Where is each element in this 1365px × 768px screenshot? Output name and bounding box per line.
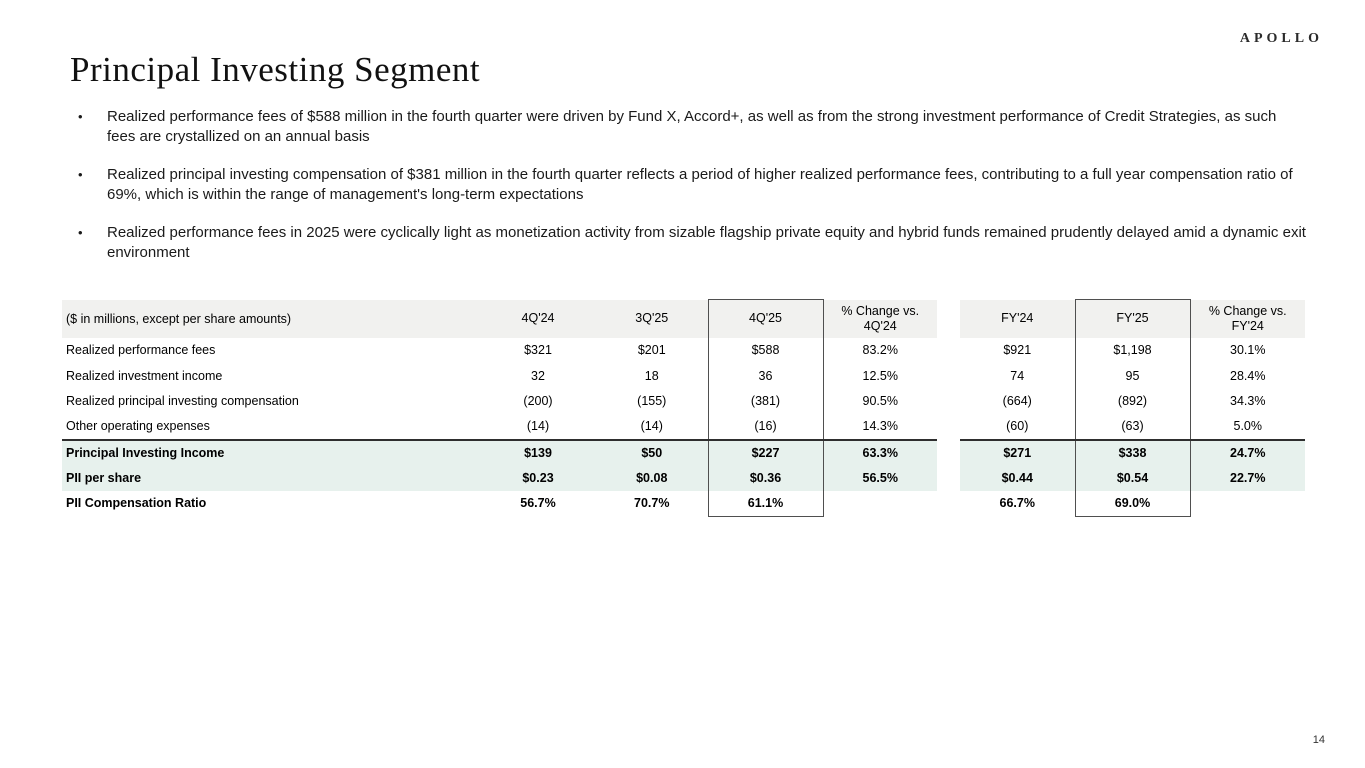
column-header: FY'24: [960, 299, 1075, 338]
table-cell: 74: [1010, 368, 1025, 383]
table-cell: (155): [637, 394, 667, 409]
table-row: Realized principal investing compensatio…: [62, 388, 1305, 414]
bullet-text: Realized performance fees of $588 millio…: [107, 108, 1277, 145]
table-cell: $0.36: [707, 465, 824, 491]
column-gap: [937, 299, 960, 338]
table-cell: (63): [1074, 414, 1191, 440]
bullet-icon: •: [78, 225, 83, 240]
financial-table: ($ in millions, except per share amounts…: [62, 299, 1305, 517]
table-cell: [823, 491, 937, 517]
table-cell: $0.44: [960, 465, 1075, 491]
column-gap: [937, 388, 960, 414]
table-cell: $0.08: [596, 465, 708, 491]
table-row: Realized investment income 32 18 36 12.5% 74 9…: [62, 363, 1305, 389]
apollo-logo: APOLLO: [1239, 31, 1323, 46]
table-cell: 5.0%: [1233, 419, 1263, 434]
table-cell: 56.5%: [823, 465, 937, 491]
table-cell: $588: [707, 337, 824, 363]
table-body: Realized performance fees $321 $201 $588 83.…: [62, 337, 1305, 517]
table-cell: $921: [1003, 343, 1032, 358]
table-cell: (892): [1074, 388, 1191, 414]
table-cell: 12.5%: [862, 368, 898, 383]
table-cell: 18: [644, 368, 659, 383]
row-label: PII Compensation Ratio: [66, 496, 207, 511]
table-cell: $0.23: [480, 465, 596, 491]
table-cell: $0.54: [1074, 465, 1191, 491]
column-gap: [937, 465, 960, 491]
table-cell: 36: [707, 363, 824, 389]
bullet-item: • Realized principal investing compensat…: [78, 165, 1308, 204]
table-cell: 34.3%: [1230, 394, 1266, 409]
bullet-icon: •: [78, 167, 83, 182]
column-header: 4Q'24: [480, 299, 596, 338]
table-cell: $338: [1074, 438, 1191, 465]
table-cell: $201: [637, 343, 666, 358]
page-number: 14: [1312, 734, 1325, 746]
table-cell: 61.1%: [707, 490, 824, 517]
table-row: PII Compensation Ratio 56.7% 70.7% 61.1% 66.…: [62, 490, 1305, 517]
table-cell: $271: [960, 438, 1075, 465]
table-cell: [1190, 491, 1305, 517]
table-cell: 28.4%: [1230, 368, 1266, 383]
table-cell: (664): [1002, 394, 1032, 409]
table-cell: 22.7%: [1190, 465, 1305, 491]
column-header: 4Q'25: [707, 299, 824, 338]
table-cell: 63.3%: [823, 438, 937, 465]
table-cell: (381): [707, 388, 824, 414]
column-gap: [937, 414, 960, 440]
financial-table-wrap: ($ in millions, except per share amounts…: [62, 299, 1305, 517]
row-label: Realized performance fees: [66, 343, 216, 358]
table-cell: $50: [596, 438, 708, 465]
column-gap: [937, 363, 960, 389]
bullet-item: • Realized performance fees in 2025 were…: [78, 223, 1308, 262]
table-cell: 14.3%: [862, 419, 898, 434]
table-cell: 66.7%: [999, 496, 1035, 511]
row-label: Other operating expenses: [66, 419, 210, 434]
table-cell: (200): [523, 394, 553, 409]
table-cell: $139: [480, 438, 596, 465]
table-row: PII per share $0.23 $0.08 $0.36 56.5% $0.44 $0…: [62, 465, 1305, 491]
table-cell: (14): [640, 419, 663, 434]
table-cell: $1,198: [1074, 337, 1191, 363]
column-gap: [937, 337, 960, 363]
table-cell: (16): [707, 414, 824, 440]
table-cell: $321: [524, 343, 552, 358]
table-cell: 32: [531, 368, 545, 383]
column-gap: [937, 439, 960, 465]
column-header: % Change vs. 4Q'24: [823, 299, 937, 338]
table-cell: 30.1%: [1230, 343, 1266, 358]
bullet-text: Realized principal investing compensatio…: [107, 166, 1293, 203]
table-cell: 83.2%: [862, 343, 898, 358]
table-header: ($ in millions, except per share amounts…: [62, 299, 1305, 338]
page-title: Principal Investing Segment: [70, 50, 481, 89]
table-cell: $227: [707, 438, 824, 465]
table-cell: 90.5%: [862, 394, 898, 409]
table-cell: 24.7%: [1190, 438, 1305, 465]
table-cell: 70.7%: [634, 496, 670, 511]
table-row: Realized performance fees $321 $201 $588 83.…: [62, 337, 1305, 363]
row-label: Realized principal investing compensatio…: [66, 394, 299, 409]
column-header: FY'25: [1074, 299, 1191, 338]
table-note: ($ in millions, except per share amounts…: [62, 299, 480, 338]
table-cell: (60): [1006, 419, 1029, 434]
bullet-list: • Realized performance fees of $588 mill…: [78, 107, 1308, 281]
bullet-icon: •: [78, 109, 83, 124]
table-cell: 95: [1074, 363, 1191, 389]
row-label: Principal Investing Income: [62, 438, 480, 465]
row-label: PII per share: [62, 465, 480, 491]
bullet-text: Realized performance fees in 2025 were c…: [107, 224, 1306, 261]
table-cell: 56.7%: [520, 496, 556, 511]
column-gap: [937, 490, 960, 516]
column-header: % Change vs. FY'24: [1190, 299, 1305, 338]
table-cell: 69.0%: [1074, 490, 1191, 517]
column-header: 3Q'25: [596, 299, 708, 338]
table-row: Other operating expenses (14) (14) (16) 14.3…: [62, 414, 1305, 440]
row-label: Realized investment income: [66, 368, 223, 383]
table-row: Principal Investing Income $139 $50 $227 63.…: [62, 438, 1305, 465]
bullet-item: • Realized performance fees of $588 mill…: [78, 107, 1308, 146]
table-cell: (14): [526, 419, 550, 434]
